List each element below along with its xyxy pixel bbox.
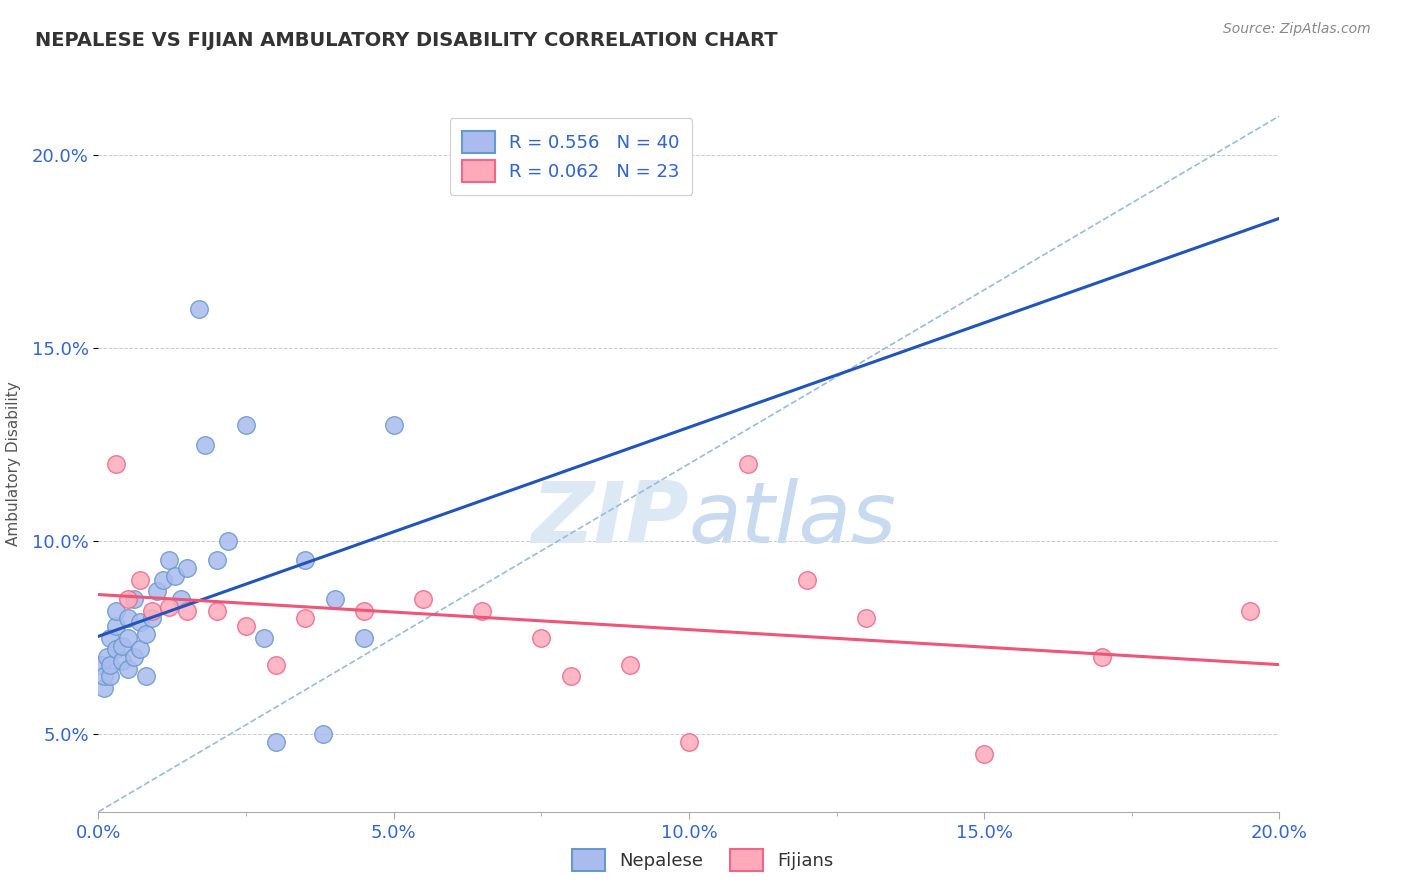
Point — [170, 592, 193, 607]
Point — [796, 573, 818, 587]
Point — [176, 604, 198, 618]
Point — [96, 650, 118, 665]
Point — [205, 553, 228, 567]
Point — [678, 735, 700, 749]
Point — [141, 604, 163, 618]
Point — [117, 592, 139, 607]
Point — [135, 669, 157, 683]
Point — [122, 650, 145, 665]
Point — [235, 619, 257, 633]
Point — [382, 418, 405, 433]
Point — [312, 727, 335, 741]
Point — [619, 657, 641, 672]
Point — [98, 669, 121, 683]
Point — [264, 735, 287, 749]
Legend: Nepalese, Fijians: Nepalese, Fijians — [565, 842, 841, 879]
Point — [560, 669, 582, 683]
Point — [353, 631, 375, 645]
Y-axis label: Ambulatory Disability: Ambulatory Disability — [6, 382, 21, 546]
Point — [98, 631, 121, 645]
Legend: R = 0.556   N = 40, R = 0.062   N = 23: R = 0.556 N = 40, R = 0.062 N = 23 — [450, 118, 692, 194]
Point — [165, 569, 187, 583]
Point — [157, 599, 180, 614]
Point — [187, 302, 209, 317]
Point — [90, 657, 112, 672]
Point — [205, 604, 228, 618]
Point — [530, 631, 553, 645]
Point — [157, 553, 180, 567]
Point — [111, 639, 134, 653]
Point — [1091, 650, 1114, 665]
Point — [111, 654, 134, 668]
Point — [855, 611, 877, 625]
Point — [235, 418, 257, 433]
Point — [194, 437, 217, 451]
Point — [117, 611, 139, 625]
Point — [122, 592, 145, 607]
Text: NEPALESE VS FIJIAN AMBULATORY DISABILITY CORRELATION CHART: NEPALESE VS FIJIAN AMBULATORY DISABILITY… — [35, 31, 778, 50]
Point — [141, 611, 163, 625]
Point — [105, 619, 128, 633]
Point — [146, 584, 169, 599]
Point — [93, 669, 115, 683]
Point — [973, 747, 995, 761]
Point — [737, 457, 759, 471]
Point — [294, 611, 316, 625]
Point — [217, 534, 239, 549]
Text: ZIP: ZIP — [531, 478, 689, 561]
Point — [98, 657, 121, 672]
Point — [135, 627, 157, 641]
Text: Source: ZipAtlas.com: Source: ZipAtlas.com — [1223, 22, 1371, 37]
Point — [1239, 604, 1261, 618]
Point — [471, 604, 494, 618]
Point — [128, 615, 150, 630]
Point — [294, 553, 316, 567]
Point — [323, 592, 346, 607]
Point — [176, 561, 198, 575]
Point — [253, 631, 276, 645]
Point — [353, 604, 375, 618]
Point — [128, 642, 150, 657]
Point — [105, 604, 128, 618]
Point — [117, 631, 139, 645]
Point — [105, 457, 128, 471]
Point — [412, 592, 434, 607]
Point — [128, 573, 150, 587]
Point — [152, 573, 174, 587]
Text: atlas: atlas — [689, 478, 897, 561]
Point — [264, 657, 287, 672]
Point — [105, 642, 128, 657]
Point — [93, 681, 115, 695]
Point — [117, 662, 139, 676]
